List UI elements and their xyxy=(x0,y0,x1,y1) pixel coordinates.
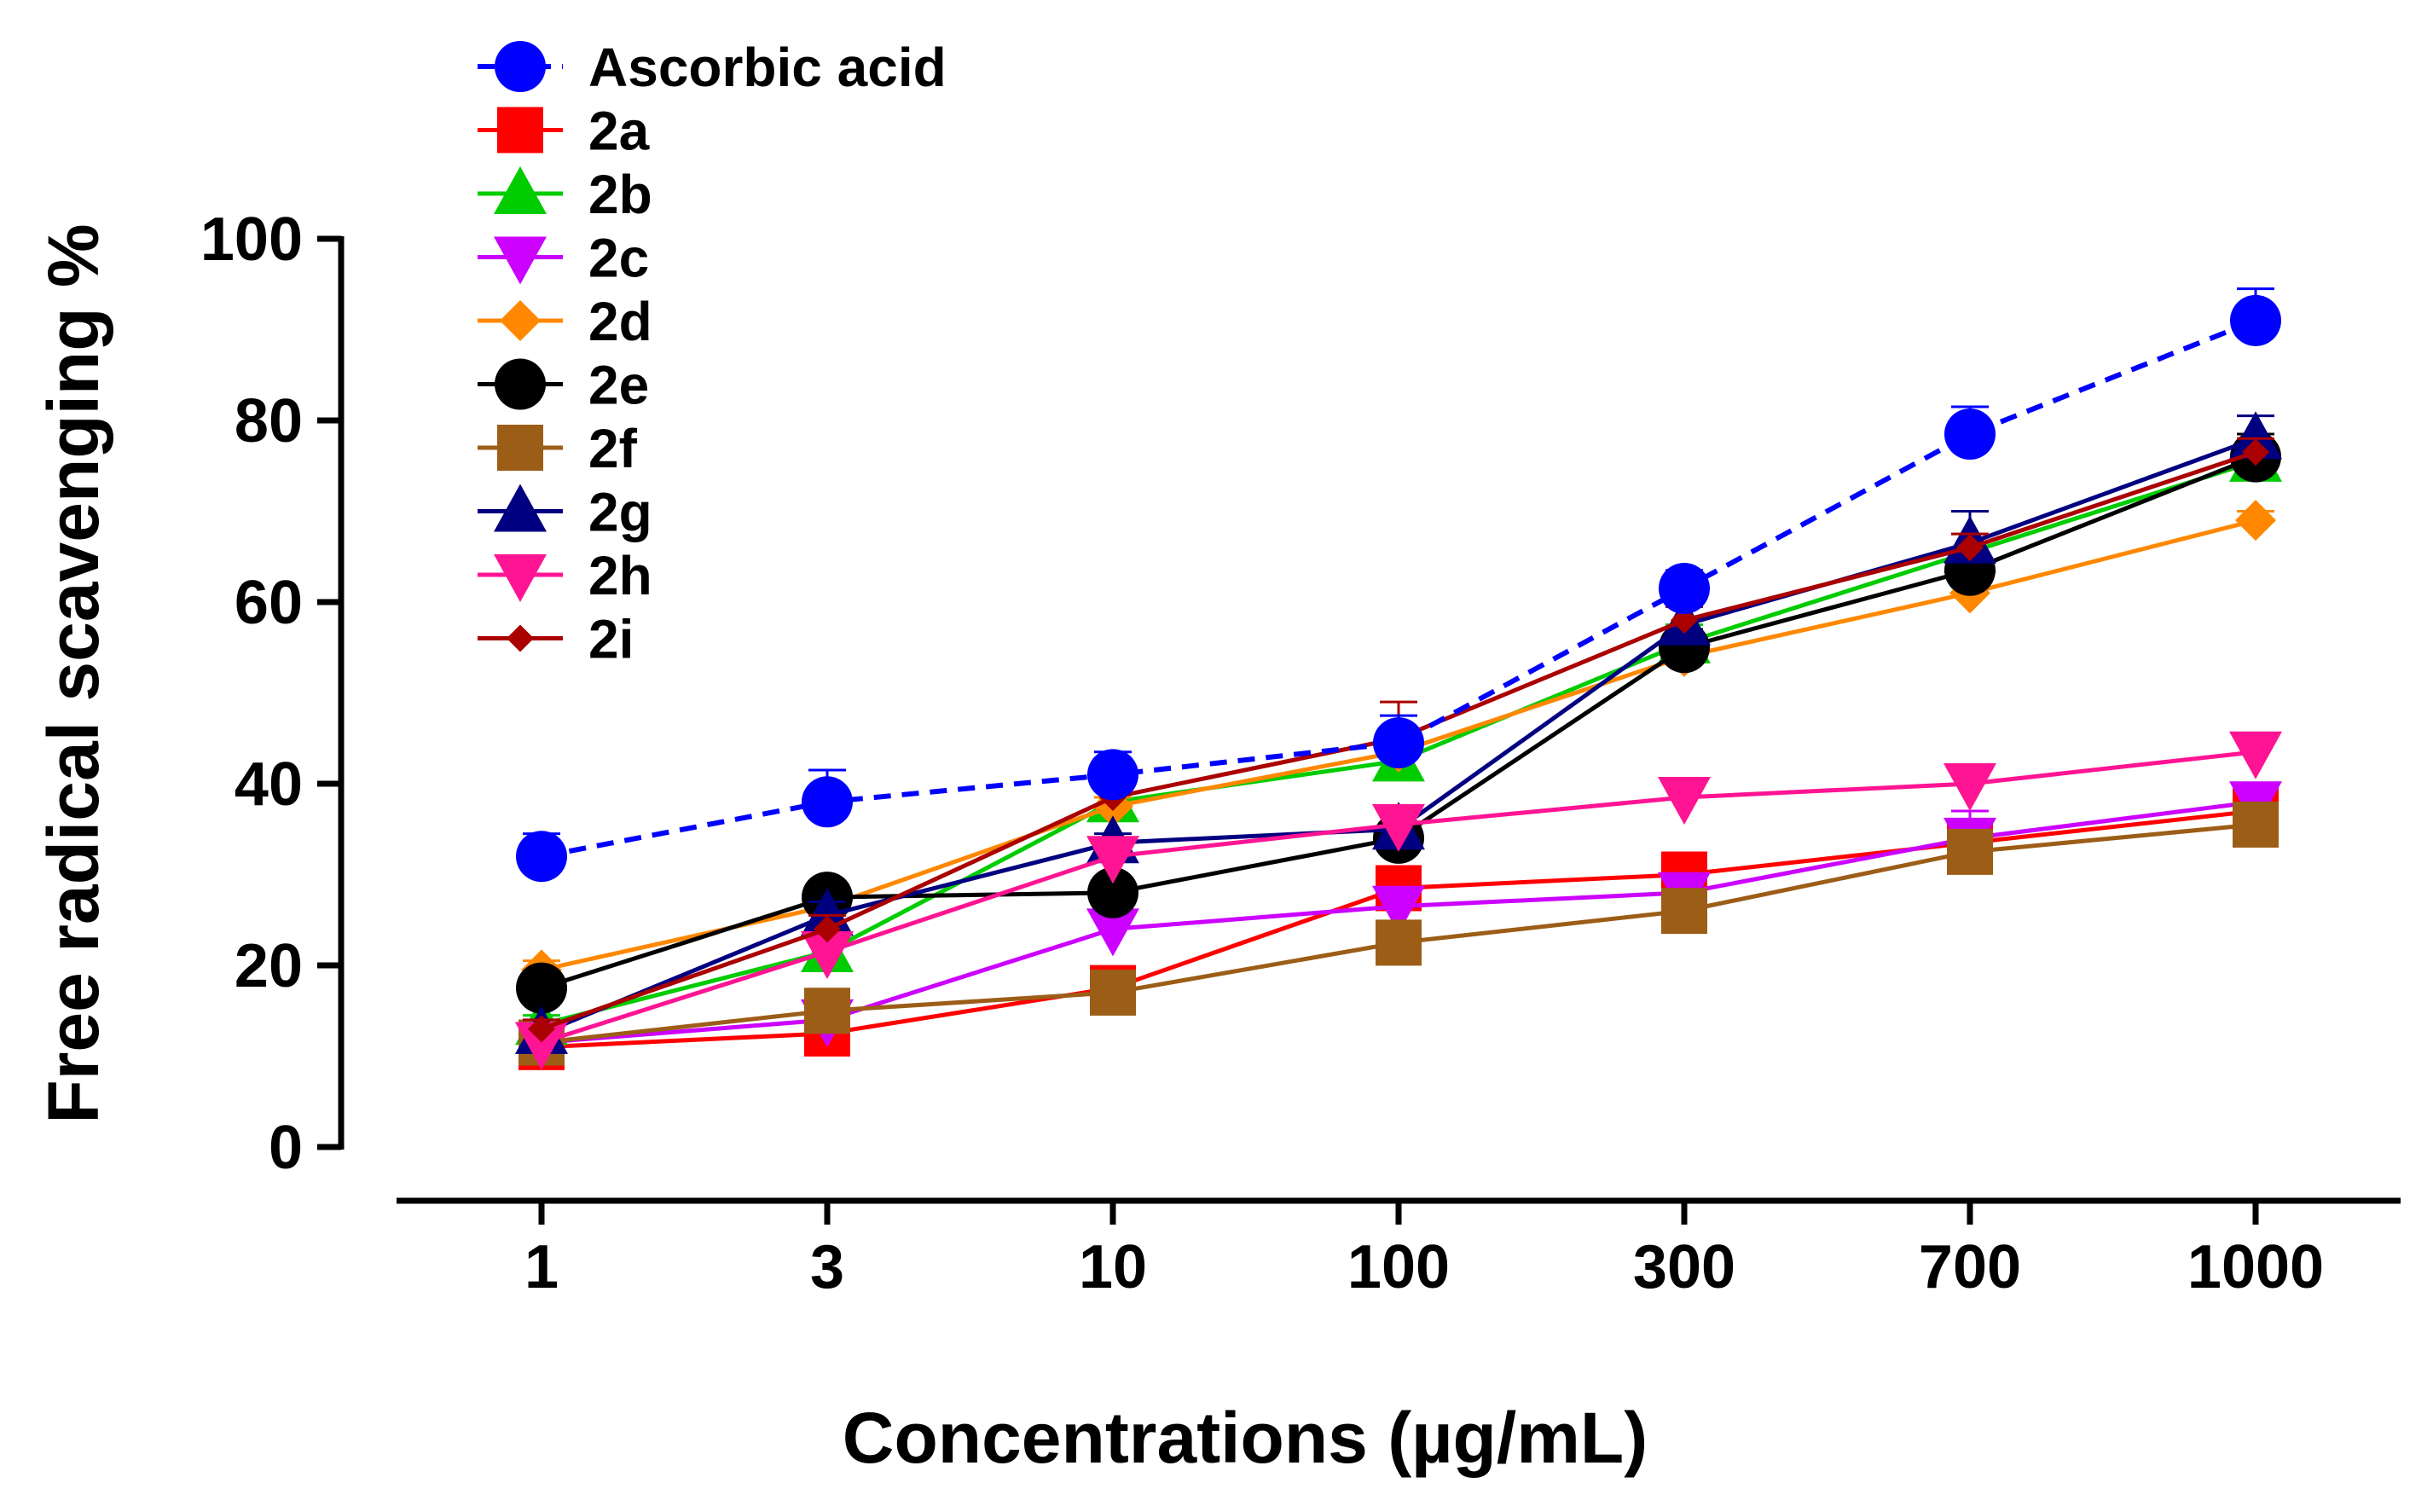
y-axis-title: Free radical scavenging % xyxy=(33,223,113,1123)
x-tick-label: 1000 xyxy=(2187,1233,2324,1301)
data-point xyxy=(1658,776,1711,825)
data-point xyxy=(1944,763,1996,811)
legend-marker xyxy=(495,358,546,410)
series-layer xyxy=(515,287,2282,1070)
legend-item-2f: 2f xyxy=(478,418,638,479)
data-point xyxy=(1087,866,1138,918)
legend-label: 2i xyxy=(588,609,634,670)
legend-item-2g: 2g xyxy=(478,482,652,543)
y-tick-label: 100 xyxy=(200,206,303,274)
data-point xyxy=(515,1022,568,1070)
legend-item-2c: 2c xyxy=(478,228,649,289)
data-point xyxy=(516,962,567,1014)
legend-marker xyxy=(507,624,534,652)
series-ascorbic-acid xyxy=(516,287,2281,883)
legend-label: 2b xyxy=(588,164,652,225)
y-axis: 0 20 40 60 80 100 xyxy=(200,206,345,1182)
y-tick-label: 80 xyxy=(235,387,303,455)
x-tick-label: 300 xyxy=(1633,1233,1735,1301)
legend-item-2h: 2h xyxy=(478,545,652,606)
legend-item-2a: 2a xyxy=(478,101,650,162)
legend-item-2i: 2i xyxy=(478,609,634,670)
x-tick-label: 700 xyxy=(1919,1233,2021,1301)
data-point xyxy=(528,1015,555,1043)
legend-marker xyxy=(494,484,547,532)
legend-item-2e: 2e xyxy=(478,355,649,416)
x-axis-title: Concentrations (µg/mL) xyxy=(843,1398,1648,1478)
legend-item-2d: 2d xyxy=(478,291,652,352)
data-point xyxy=(1659,563,1710,615)
data-point xyxy=(804,988,850,1034)
data-point xyxy=(1372,803,1425,852)
x-tick-label: 3 xyxy=(810,1233,844,1301)
legend-label: 2d xyxy=(588,291,652,352)
data-point xyxy=(1087,749,1138,801)
y-tick-label: 60 xyxy=(235,569,303,637)
legend-label: 2g xyxy=(588,482,652,543)
data-point xyxy=(1956,534,1984,562)
legend-label: 2e xyxy=(588,355,649,416)
x-tick-label: 100 xyxy=(1347,1233,1450,1301)
legend-marker xyxy=(495,41,546,92)
data-point xyxy=(801,931,854,980)
legend-marker xyxy=(497,425,543,471)
data-point xyxy=(814,915,841,943)
legend-label: 2h xyxy=(588,545,652,606)
data-point xyxy=(1373,717,1424,769)
legend-marker xyxy=(494,166,547,214)
data-point xyxy=(2235,500,2276,542)
data-point xyxy=(802,776,853,828)
legend-marker xyxy=(494,236,547,285)
data-point xyxy=(1086,908,1139,957)
x-tick-label: 10 xyxy=(1079,1233,1147,1301)
legend-label: 2a xyxy=(588,101,650,162)
legend-label: Ascorbic acid xyxy=(588,37,947,98)
data-point xyxy=(1090,969,1136,1016)
data-point xyxy=(2230,294,2281,346)
data-point xyxy=(2233,801,2279,848)
data-point xyxy=(2229,411,2282,460)
y-tick-label: 20 xyxy=(235,932,303,1000)
series-2h xyxy=(515,731,2282,1070)
data-point xyxy=(1671,606,1698,634)
data-point xyxy=(1944,408,1996,460)
legend-marker xyxy=(500,300,541,341)
y-tick-label: 0 xyxy=(269,1114,303,1182)
y-tick-label: 40 xyxy=(235,750,303,819)
data-point xyxy=(2229,731,2282,779)
data-point xyxy=(516,831,567,883)
x-tick-label: 1 xyxy=(524,1233,559,1301)
data-point xyxy=(1376,919,1422,966)
data-point xyxy=(1661,888,1707,935)
data-point xyxy=(1086,836,1139,884)
legend-item-ascorbic-acid: Ascorbic acid xyxy=(478,37,947,98)
legend-label: 2c xyxy=(588,228,649,289)
data-point xyxy=(1372,885,1425,934)
legend-marker xyxy=(494,554,547,602)
legend-label: 2f xyxy=(588,418,638,479)
legend-item-2b: 2b xyxy=(478,164,652,225)
data-point xyxy=(1947,828,1993,875)
x-axis: 1 3 10 100 300 700 1000 xyxy=(397,1197,2401,1301)
legend-marker xyxy=(497,107,543,154)
data-point xyxy=(2242,438,2269,466)
